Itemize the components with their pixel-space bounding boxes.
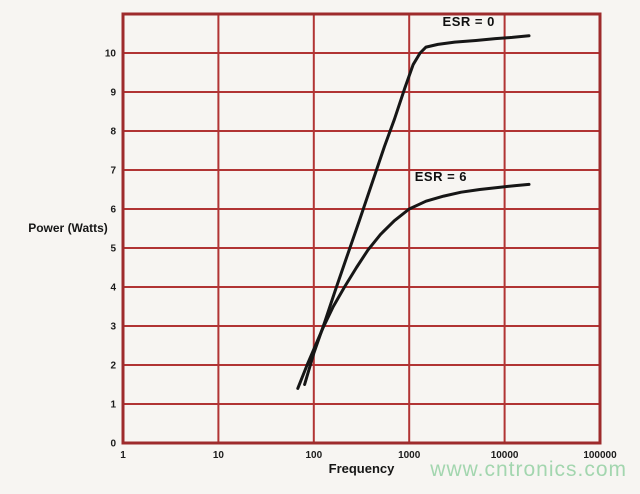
curve-ESR=0 bbox=[303, 34, 531, 386]
curve-ESR=6 bbox=[296, 182, 531, 390]
y-tick-label: 1 bbox=[110, 400, 116, 411]
x-tick-label: 100 bbox=[305, 450, 322, 461]
x-axis-title: Frequency bbox=[328, 461, 395, 476]
plot-border bbox=[121, 12, 602, 445]
x-tick-label: 10 bbox=[213, 450, 225, 461]
y-tick-label: 10 bbox=[105, 49, 117, 60]
y-tick-label: 9 bbox=[110, 88, 116, 99]
y-tick-label: 2 bbox=[110, 361, 116, 372]
y-tick-label: 8 bbox=[110, 127, 116, 138]
x-tick-label: 100000 bbox=[583, 450, 617, 461]
y-tick-label: 6 bbox=[110, 205, 116, 216]
y-tick-label: 4 bbox=[110, 283, 116, 294]
y-tick-label: 7 bbox=[110, 166, 116, 177]
y-axis-title: Power (Watts) bbox=[28, 221, 108, 235]
x-tick-label: 10000 bbox=[491, 450, 519, 461]
y-tick-label: 3 bbox=[110, 322, 116, 333]
x-tick-label: 1 bbox=[120, 450, 126, 461]
x-tick-label: 1000 bbox=[398, 450, 421, 461]
series-label: ESR = 0 bbox=[443, 14, 495, 29]
y-tick-label: 0 bbox=[110, 439, 116, 450]
y-tick-label: 5 bbox=[110, 244, 116, 255]
watermark-text: www.cntronics.com bbox=[430, 458, 627, 481]
series-label: ESR = 6 bbox=[415, 169, 467, 184]
